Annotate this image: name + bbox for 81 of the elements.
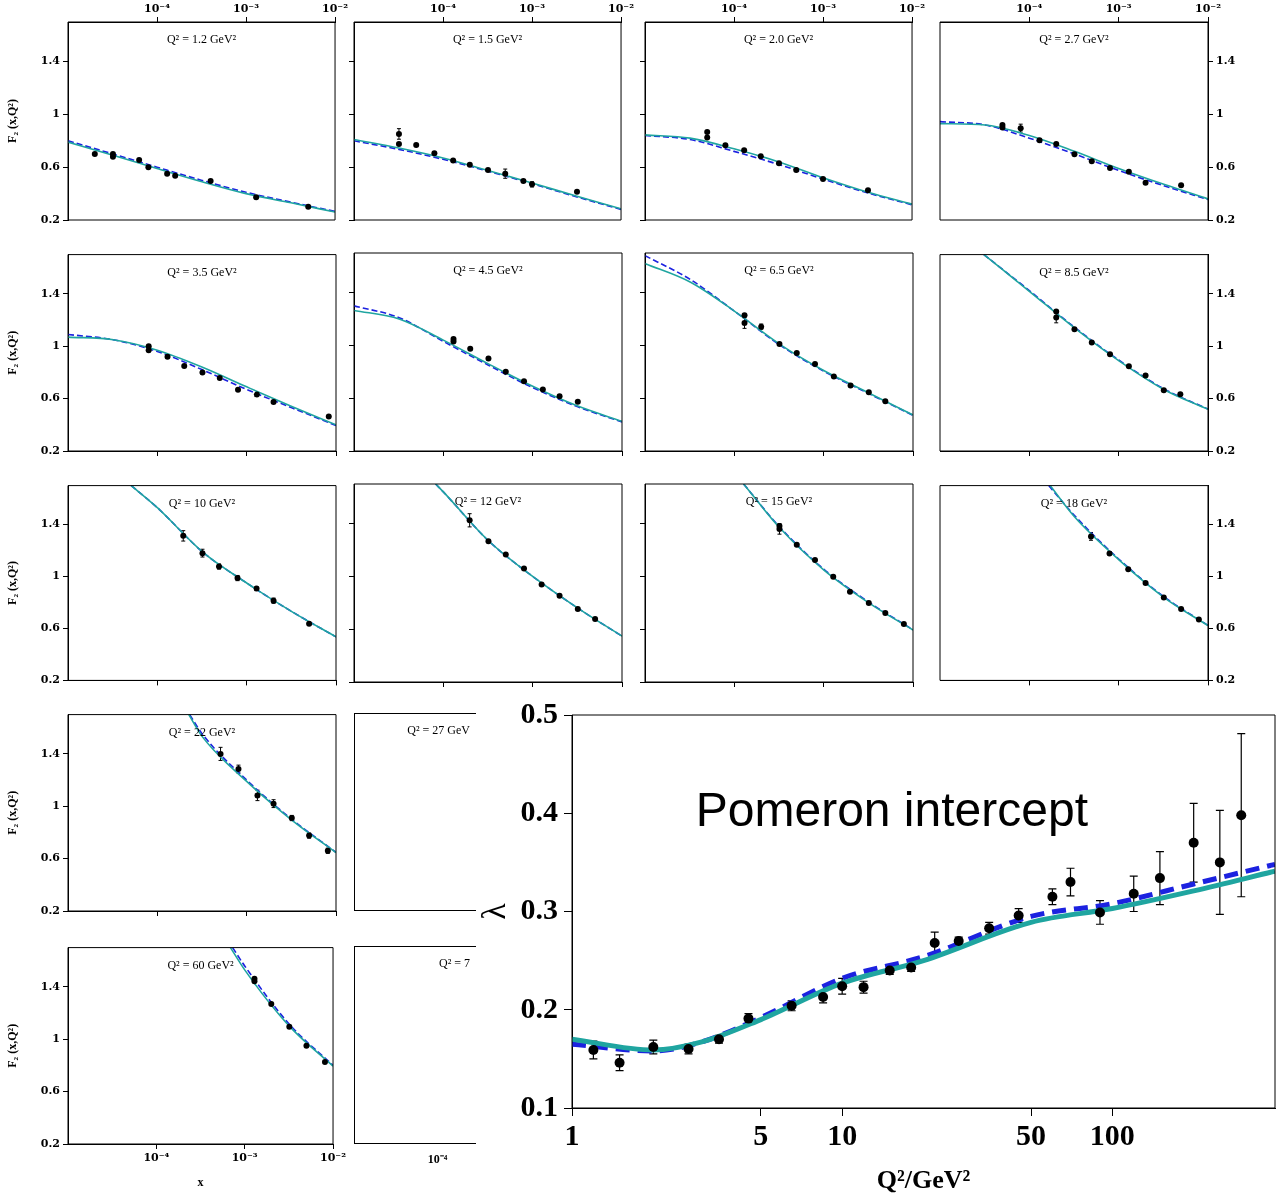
text: Q² = 60 GeV² <box>167 957 235 972</box>
text: Q² = 15 GeV² <box>745 494 813 509</box>
y-tick-label: 0.2 <box>40 443 60 457</box>
x-tick-label: 10⁻³ <box>810 2 837 16</box>
x-tick-label: 10⁻⁴ <box>144 2 171 16</box>
y-tick-label: 0.2 <box>40 673 60 687</box>
text: Q² = 27 GeV <box>407 723 470 738</box>
y-tick-label: 1.4 <box>40 979 61 993</box>
y-axis-title: F₂ (x,Q²) <box>5 330 20 375</box>
y-axis-title: F₂ (x,Q²) <box>5 1023 20 1068</box>
y2-tick-label: 0.6 <box>1216 160 1236 174</box>
x-axis-title: x <box>197 1174 204 1189</box>
x-tick-label: 10 <box>827 1117 858 1151</box>
y2-tick-label: 1.4 <box>1216 517 1236 531</box>
y2-tick-label: 1.4 <box>1216 286 1236 300</box>
x-axis-title: Q²/GeV² <box>876 1165 971 1195</box>
y-axis-title: F₂ (x,Q²) <box>5 561 20 605</box>
y-tick-label: 1.4 <box>40 54 61 68</box>
text: Q² = 12 GeV² <box>454 494 522 509</box>
x-tick-label: 1 <box>564 1117 580 1151</box>
y-tick-label: 0.2 <box>40 903 60 917</box>
text: Q² = 1.2 GeV² <box>166 32 237 47</box>
text: Q² = 7 <box>438 956 470 971</box>
y2-tick-label: 1 <box>1216 339 1224 353</box>
y2-tick-label: 1 <box>1216 107 1224 121</box>
x-tick-label: 10⁻² <box>608 2 635 16</box>
text: Q² = 6.5 GeV² <box>744 263 815 278</box>
y-axis-title: F₂ (x,Q²) <box>5 99 20 143</box>
y2-tick-label: 1 <box>1216 569 1224 583</box>
text: Q² = 1.5 GeV² <box>452 32 523 47</box>
y-tick-label: 1 <box>52 1032 60 1046</box>
y-tick-label: 1.4 <box>40 746 61 760</box>
y-tick-label: 0.6 <box>40 391 61 405</box>
y2-tick-label: 0.6 <box>1216 391 1236 405</box>
y-tick-label: 0.6 <box>40 1084 61 1098</box>
y2-tick-label: 1.4 <box>1216 54 1236 68</box>
y-tick-label: 0.6 <box>40 160 61 174</box>
x-tick-label: 10⁻³ <box>233 2 260 16</box>
text: Q² = 10 GeV² <box>168 495 236 510</box>
text: Q² = 3.5 GeV² <box>167 264 238 279</box>
y-tick-label: 0.2 <box>40 212 60 226</box>
text: Q² = 8.5 GeV² <box>1039 264 1110 279</box>
y-tick-label: 1.4 <box>40 286 61 300</box>
y-tick-label: 1 <box>52 339 60 353</box>
y2-tick-label: 0.2 <box>1216 212 1236 226</box>
y-tick-label: 0.6 <box>40 851 61 865</box>
x-tick-label: 10⁻² <box>1195 2 1222 16</box>
y2-tick-label: 0.2 <box>1216 673 1236 687</box>
x-tick-label: 10⁻² <box>322 2 349 16</box>
y-tick-label: 0.2 <box>40 1136 60 1150</box>
text: Q² = 2.0 GeV² <box>743 32 814 47</box>
y-tick-label: 0.5 <box>520 695 558 729</box>
y-tick-label: 1 <box>52 799 60 813</box>
y-tick-label: 1.4 <box>40 517 61 531</box>
y-axis-title: F₂ (x,Q²) <box>5 790 20 835</box>
y-tick-label: 0.4 <box>520 794 558 827</box>
text: Q² = 18 GeV² <box>1040 495 1108 510</box>
x-tick-label: 10⁻⁴ <box>143 1151 170 1165</box>
y2-tick-label: 0.6 <box>1216 621 1236 635</box>
x-tick-label: 5 <box>753 1117 769 1151</box>
text: Q² = 4.5 GeV² <box>453 263 524 278</box>
text: Q² = 2.7 GeV² <box>1039 32 1110 47</box>
x-tick-label: 10⁻⁴ <box>721 2 748 16</box>
y-tick-label: 1 <box>52 107 60 121</box>
y-tick-label: 1 <box>52 569 60 583</box>
x-tick-label: 10⁻² <box>899 2 926 16</box>
y2-tick-label: 0.2 <box>1216 443 1236 457</box>
y-tick-label: 0.6 <box>40 621 61 635</box>
x-tick-label: 50 <box>1016 1117 1047 1151</box>
y-tick-label: 0.1 <box>520 1088 558 1122</box>
x-tick-label: 10⁻³ <box>1105 2 1132 16</box>
y-tick-label: 0.2 <box>520 990 558 1024</box>
x-tick-label: 100 <box>1089 1117 1135 1151</box>
x-tick-label: 10⁻² <box>320 1151 347 1165</box>
x-tick-label: 10⁻³ <box>519 2 546 16</box>
x-tick-label: 10⁻⁴ <box>430 2 457 16</box>
y-tick-label: 0.3 <box>520 892 558 926</box>
x-tick-label: 10⁻⁴ <box>1016 2 1043 16</box>
annotation: Pomeron intercept <box>695 783 1088 837</box>
x-tick-label: 10⁻³ <box>231 1151 258 1165</box>
y-axis-title: λ <box>475 902 513 920</box>
